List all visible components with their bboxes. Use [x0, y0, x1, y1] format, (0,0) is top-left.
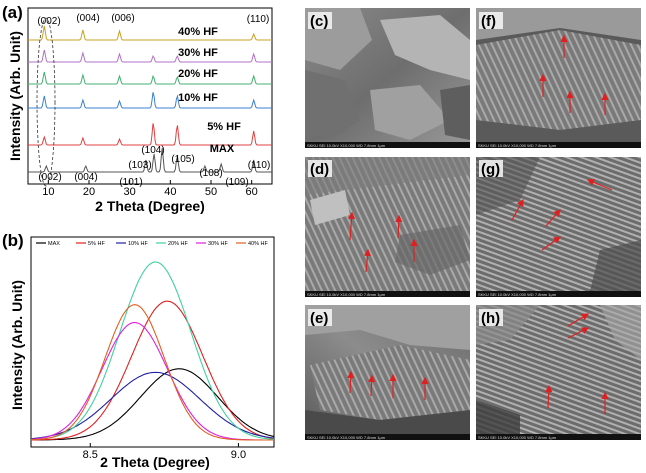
b-legend-label-0: MAX	[48, 241, 60, 247]
panel-a-xrd-chart: (a) Intensity (Arb. Unit) 2 Theta (Degre…	[2, 3, 273, 214]
max-peak-104: (104)	[141, 145, 164, 156]
max-peak-110: (110)	[248, 160, 271, 171]
panel-a-label: (a)	[2, 3, 23, 22]
b-legend-label-5: 40% HF	[248, 241, 269, 247]
a-xtick-label-20: 20	[83, 186, 95, 198]
arrow-g-4	[541, 236, 561, 251]
arrow-d-1	[347, 211, 356, 241]
sem-panel-h: SKKU SEI 10.0kV X10,000 WD 7.8mm 1μm (h)	[476, 305, 641, 440]
arrow-h-3	[545, 384, 553, 409]
a-trace-5hf	[28, 123, 272, 146]
arrow-g-2	[511, 198, 524, 221]
sem-label-g: (g)	[481, 161, 500, 178]
trace-label-20hf: 20% HF	[178, 68, 218, 80]
arrow-g-1	[586, 178, 613, 191]
panel-b-ylabel: Intensity (Arb. Unit)	[9, 280, 25, 410]
peak-label-004-top: (004)	[76, 13, 99, 24]
trace-label-5hf: 5% HF	[207, 121, 241, 133]
sem-label-h: (h)	[481, 310, 500, 327]
sem-panel-g: SKKU SEI 10.0kV X10,000 WD 7.8mm 1μm (g)	[476, 157, 641, 297]
sem-footer-f: SKKU SEI 10.0kV X10,000 WD 7.8mm 1μm	[478, 143, 557, 148]
panel-b-frame	[30, 236, 275, 448]
panel-a-x-ticks: 10 20 30 40 50 60	[42, 180, 258, 198]
arrow-d-3	[395, 214, 403, 239]
b-curve-20hf	[30, 261, 275, 441]
panel-a-traces	[28, 25, 272, 173]
sem-footer-c: SKKU SEI 10.0kV X10,000 WD 7.8mm 1μm	[307, 143, 386, 148]
panel-a-frame	[27, 7, 273, 185]
max-peak-105: (105)	[171, 154, 194, 165]
panel-a-dashed-ellipse	[36, 17, 56, 187]
trace-label-30hf: 30% HF	[178, 47, 218, 59]
trace-label-10hf: 10% HF	[178, 92, 218, 104]
a-xtick-label-50: 50	[205, 186, 217, 198]
arrow-e-1	[347, 370, 355, 394]
b-xtick-label-9.0: 9.0	[231, 449, 246, 461]
b-curve-max	[30, 368, 275, 441]
b-legend-label-4: 30% HF	[208, 241, 229, 247]
b-curve-40hf	[30, 304, 274, 441]
arrow-h-2	[567, 327, 590, 339]
sem-panel-d: SKKU SEI 10.0kV X10,000 WD 7.8mm 1μm (d)	[305, 157, 470, 297]
sem-footer-e: SKKU SEI 10.0kV X10,000 WD 7.8mm 1μm	[307, 435, 386, 440]
max-peak-109: (109)	[225, 177, 248, 188]
a-trace-max	[28, 147, 272, 173]
panel-a-ylabel: Intensity (Arb. Unit)	[7, 31, 23, 161]
arrow-g-3	[545, 209, 561, 227]
panel-b-label: (b)	[2, 231, 24, 250]
peak-label-002-top: (002)	[37, 16, 60, 27]
a-trace-40hf	[28, 25, 272, 41]
panel-a-xlabel: 2 Theta (Degree)	[95, 198, 205, 214]
max-peak-002: (002)	[38, 172, 61, 183]
b-curve-10hf	[30, 371, 275, 440]
max-peak-004: (004)	[74, 172, 97, 183]
panel-b-peak-chart: (b) Intensity (Arb. Unit) 2 Theta (Degre…	[2, 231, 275, 470]
panel-b-xlabel: 2 Theta (Degree)	[100, 454, 210, 470]
b-legend-label-2: 10% HF	[128, 241, 149, 247]
sem-label-e: (e)	[310, 310, 328, 327]
a-trace-20hf	[28, 71, 272, 85]
trace-label-40hf: 40% HF	[178, 26, 218, 38]
sem-panels: SKKU SEI 10.0kV X10,000 WD 7.8mm 1μm (c)…	[305, 8, 641, 440]
panel-b-legend: MAX 5% HF 10% HF 20% HF 30% HF 40% HF	[36, 241, 269, 247]
sem-panel-c: SKKU SEI 10.0kV X10,000 WD 7.8mm 1μm (c)	[305, 8, 470, 148]
peak-label-110-top: (110)	[247, 14, 270, 25]
b-curve-30hf	[30, 321, 274, 441]
a-xtick-label-10: 10	[42, 186, 54, 198]
sem-footer-g: SKKU SEI 10.0kV X10,000 WD 7.8mm 1μm	[478, 292, 557, 297]
peak-label-006-top: (006)	[111, 13, 134, 24]
a-trace-10hf	[28, 92, 272, 109]
trace-label-max: MAX	[210, 143, 235, 155]
sem-label-d: (d)	[310, 161, 329, 178]
sem-footer-h: SKKU SEI 10.0kV X10,000 WD 7.8mm 1μm	[478, 435, 557, 440]
sem-footer-d: SKKU SEI 10.0kV X10,000 WD 7.8mm 1μm	[307, 292, 386, 297]
max-peak-103: (103)	[128, 160, 151, 171]
a-trace-30hf	[28, 49, 272, 63]
panel-b-curves	[30, 261, 275, 441]
arrow-d-2	[363, 248, 372, 273]
sem-panel-f: SKKU SEI 10.0kV X10,000 WD 7.8mm 1μm (f)	[476, 8, 641, 148]
max-peak-101: (101)	[119, 177, 142, 188]
a-xtick-label-30: 30	[124, 186, 136, 198]
sem-label-c: (c)	[310, 13, 328, 30]
sem-label-f: (f)	[481, 13, 496, 30]
sem-panel-e: SKKU SEI 10.0kV X10,000 WD 7.8mm 1μm (e)	[305, 305, 470, 440]
a-xtick-label-60: 60	[246, 186, 258, 198]
b-xtick-label-8.5: 8.5	[83, 449, 98, 461]
arrow-h-1	[567, 313, 590, 327]
a-xtick-label-40: 40	[164, 186, 176, 198]
panel-b-x-ticks: 8.5 9.0	[83, 443, 246, 461]
b-curve-5hf	[31, 300, 275, 441]
b-legend-label-3: 20% HF	[168, 241, 189, 247]
arrow-e-2	[368, 374, 376, 397]
max-peak-108: (108)	[199, 168, 222, 179]
b-legend-label-1: 5% HF	[88, 241, 105, 247]
